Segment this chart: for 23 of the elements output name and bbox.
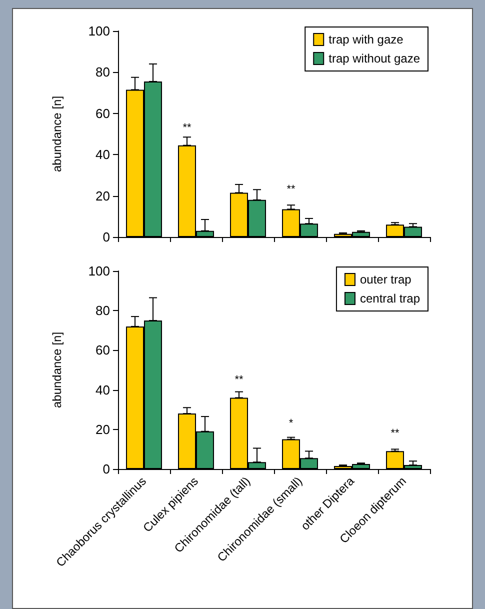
legend-label: trap without gaze — [328, 52, 420, 66]
y-tick-label: 20 — [96, 188, 110, 204]
y-tick-label: 80 — [96, 303, 110, 318]
y-tick-label: 20 — [96, 422, 110, 437]
y-axis-title: abundance [n] — [50, 96, 64, 172]
annotation: ** — [234, 374, 244, 386]
y-tick-label: 60 — [96, 342, 110, 358]
y-tick-label: 60 — [96, 106, 110, 121]
y-tick-label: 0 — [102, 230, 110, 244]
y-tick-label: 0 — [102, 462, 110, 476]
annotation: ** — [390, 427, 400, 440]
y-tick-label: 40 — [96, 147, 110, 162]
annotation: * — [288, 417, 294, 430]
y-tick-label: 80 — [96, 64, 110, 80]
annotation: ** — [286, 184, 296, 196]
y-tick-label: 100 — [88, 24, 110, 38]
legend-label: central trap — [360, 292, 420, 306]
y-tick-label: 40 — [96, 382, 110, 398]
y-tick-label: 100 — [88, 264, 110, 278]
legend-label: outer trap — [360, 272, 412, 286]
legend-label: trap with gaze — [328, 32, 404, 46]
annotation: ** — [182, 122, 192, 134]
y-axis-title: abundance [n] — [50, 332, 64, 408]
